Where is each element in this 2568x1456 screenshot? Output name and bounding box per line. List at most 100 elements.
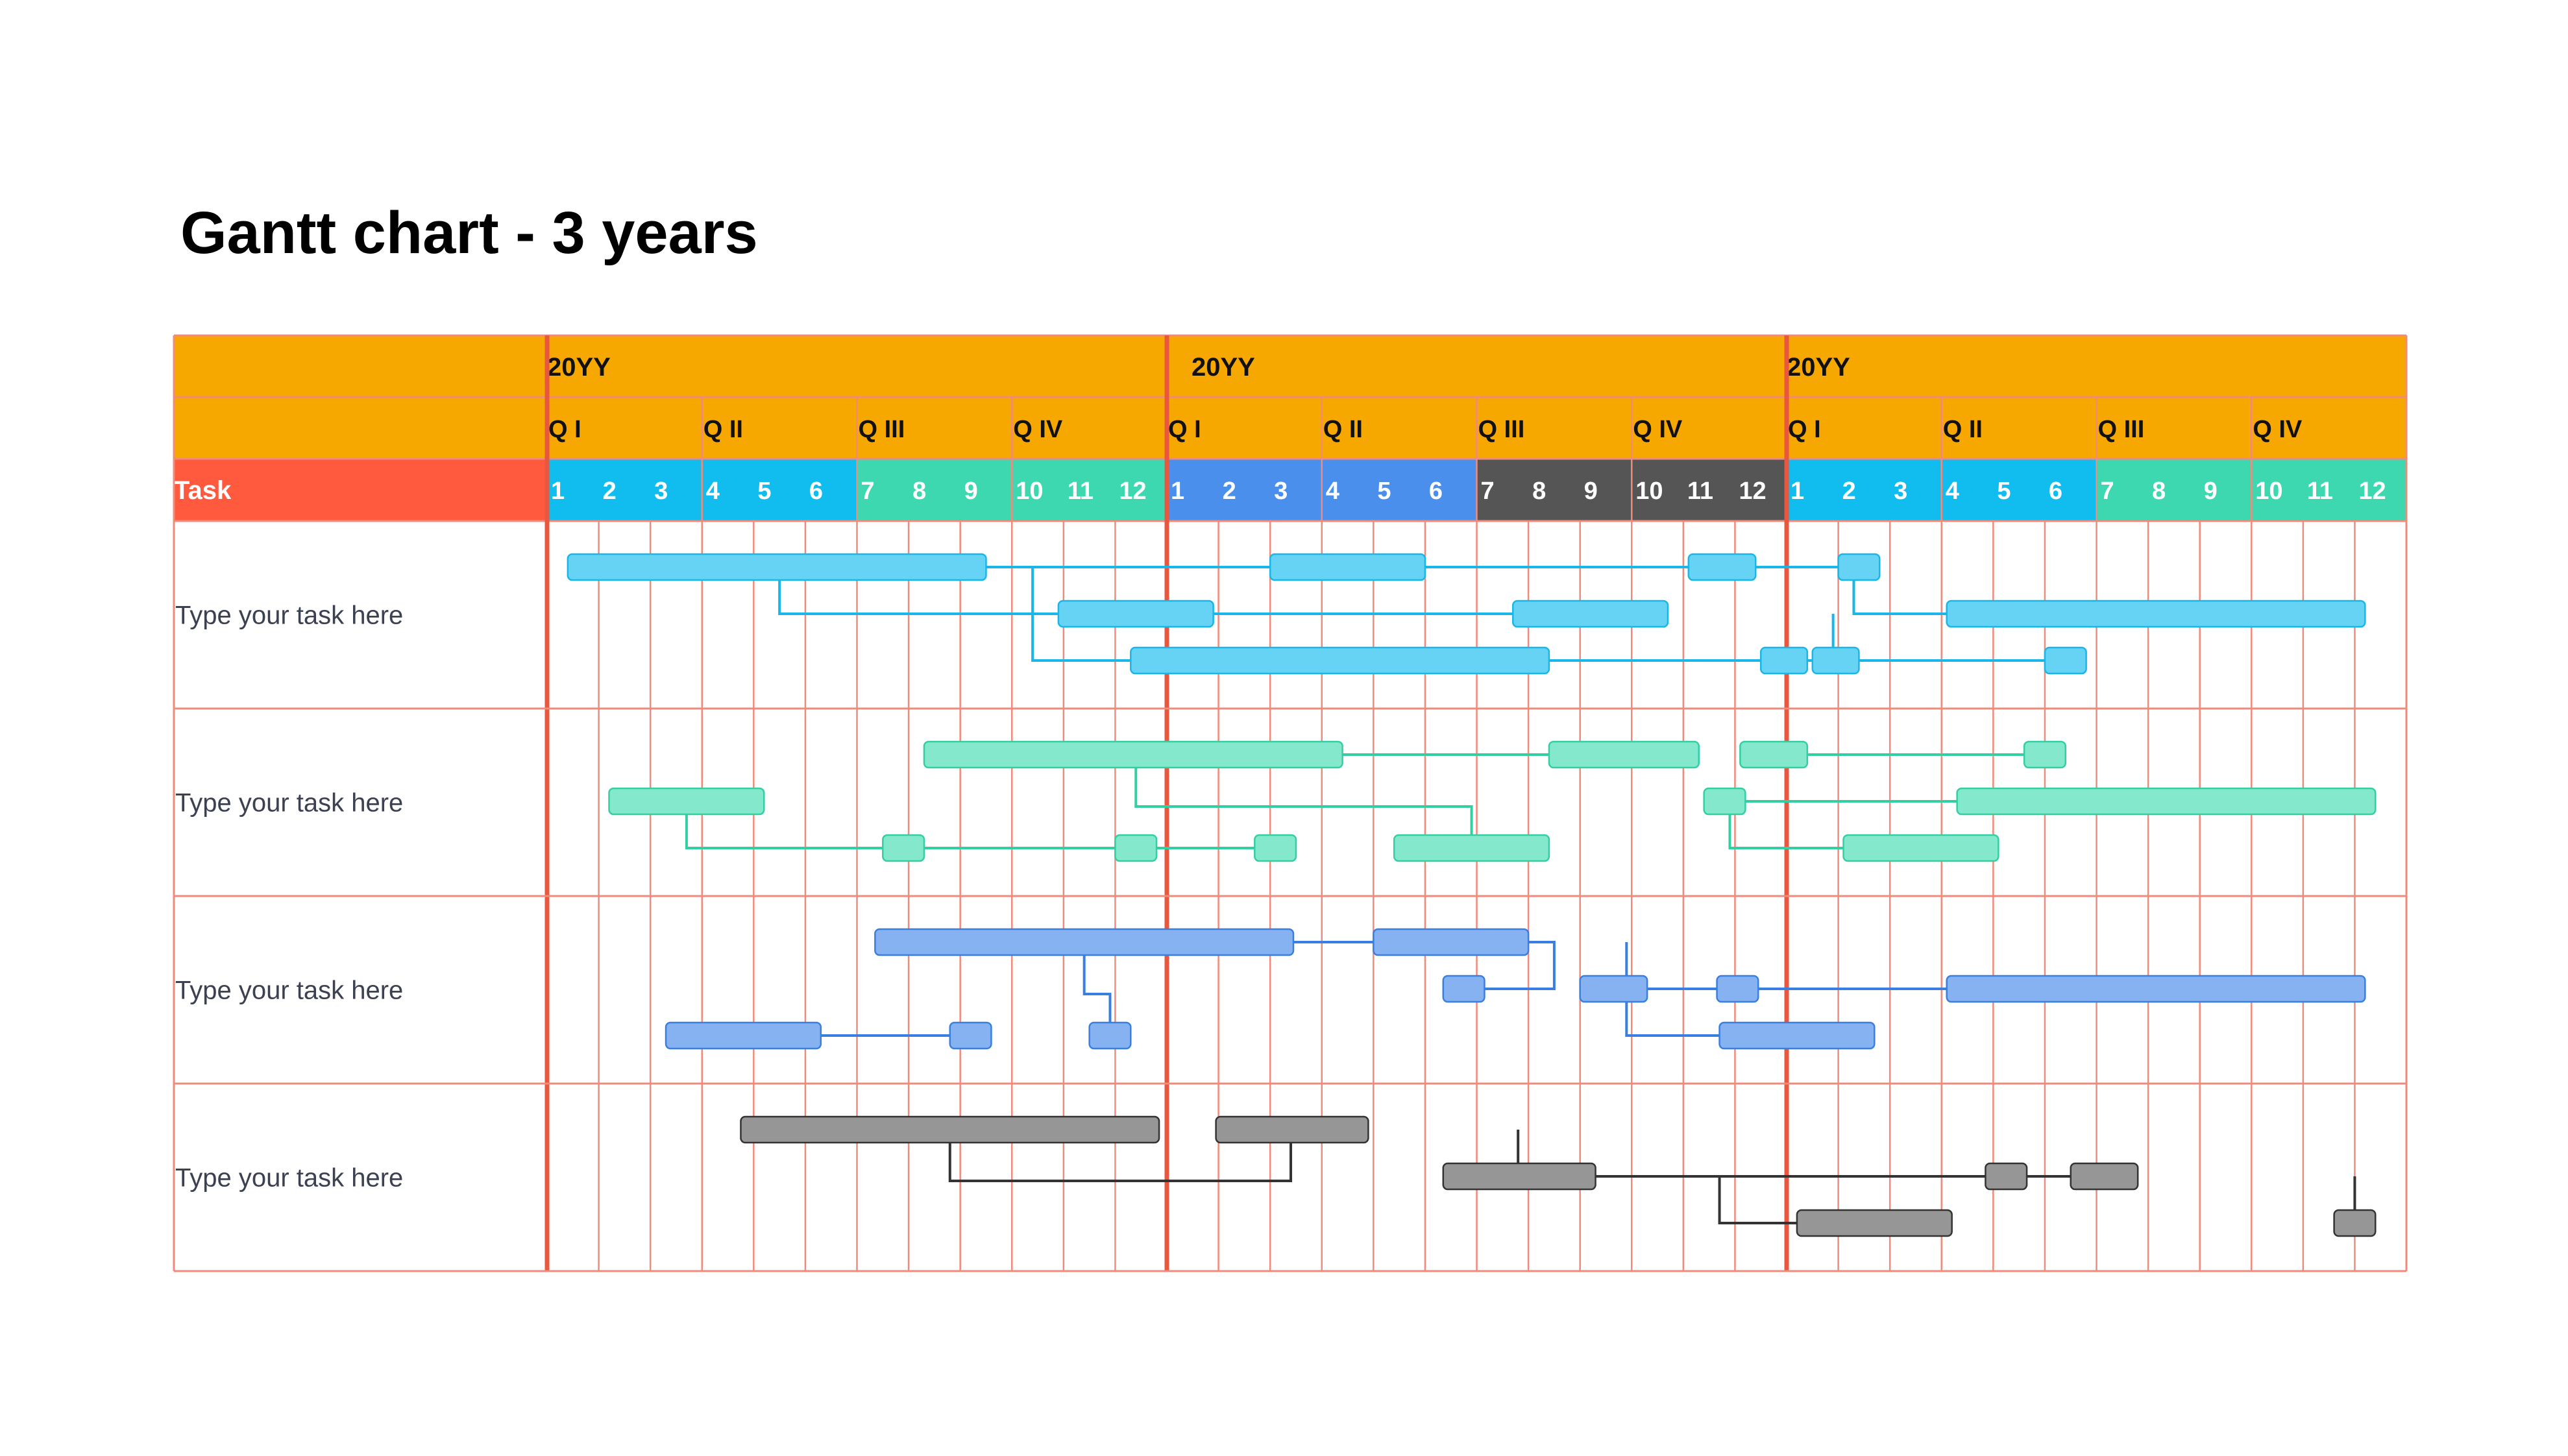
month-label: 5 xyxy=(1377,478,1391,505)
quarter-label: Q I xyxy=(548,416,581,443)
dependency-link xyxy=(1082,955,1112,1023)
month-label: 8 xyxy=(2152,478,2166,505)
task-bar xyxy=(2044,646,2087,675)
task-bar xyxy=(1837,553,1881,581)
task-bar xyxy=(1254,834,1297,862)
month-cell xyxy=(1941,459,1994,521)
month-cell xyxy=(1167,459,1219,521)
month-cell xyxy=(547,459,600,521)
month-label: 2 xyxy=(1223,478,1236,505)
month-label: 6 xyxy=(1429,478,1443,505)
month-label: 4 xyxy=(1946,478,1959,505)
month-cell xyxy=(1580,459,1632,521)
task-labels: Type your task here Type your task here Ty… xyxy=(175,601,403,1193)
month-label: 5 xyxy=(757,478,771,505)
month-cell xyxy=(2303,459,2356,521)
task-header-cell xyxy=(174,459,547,521)
month-label: 3 xyxy=(1894,478,1907,505)
month-label: 5 xyxy=(1997,478,2011,505)
task-bar xyxy=(1088,1021,1132,1050)
quarter-label: Q IV xyxy=(1013,416,1063,443)
month-cell xyxy=(2199,459,2252,521)
task-bar xyxy=(665,1021,822,1050)
task-bar xyxy=(1215,1115,1369,1144)
month-cell xyxy=(2044,459,2097,521)
quarter-label: Q II xyxy=(703,416,743,443)
month-cell xyxy=(1528,459,1581,521)
month-cell xyxy=(1063,459,1116,521)
dependency-links xyxy=(685,566,2356,1224)
month-cell xyxy=(2354,459,2407,521)
dependency-link xyxy=(1625,989,1720,1037)
month-label: 1 xyxy=(551,478,565,505)
dependency-link xyxy=(948,1143,1292,1182)
month-cell xyxy=(2251,459,2304,521)
quarter-label: Q III xyxy=(1478,416,1525,443)
task-bar xyxy=(1579,975,1648,1003)
task-bar xyxy=(1511,600,1669,628)
month-cell xyxy=(1476,459,1529,521)
month-cell xyxy=(753,459,806,521)
task-bar xyxy=(1718,1021,1876,1050)
month-cell xyxy=(1787,459,1839,521)
month-label: 11 xyxy=(1068,478,1094,505)
task-label: Type your task here xyxy=(175,1164,403,1193)
quarter-label: Q III xyxy=(2098,416,2145,443)
task-bar xyxy=(1548,740,1700,769)
month-label: 3 xyxy=(1274,478,1288,505)
month-label: 4 xyxy=(706,478,720,505)
task-bar xyxy=(1811,646,1860,675)
month-cell xyxy=(2148,459,2201,521)
timeline-grid xyxy=(173,334,2408,1272)
month-cell xyxy=(1012,459,1064,521)
task-bar xyxy=(2333,1209,2377,1237)
task-bar xyxy=(1759,646,1809,675)
task-bar xyxy=(1130,646,1550,675)
dependency-link xyxy=(1728,801,1844,849)
task-bar xyxy=(740,1115,1160,1144)
quarter-label: Q II xyxy=(1323,416,1363,443)
quarter-label: Q II xyxy=(1943,416,1983,443)
task-bar xyxy=(1703,787,1746,816)
dependency-link xyxy=(1134,768,1473,835)
month-cell xyxy=(1993,459,2046,521)
task-bar xyxy=(1716,975,1759,1003)
task-bar xyxy=(923,740,1343,769)
task-label: Type your task here xyxy=(175,977,403,1005)
task-bar xyxy=(882,834,925,862)
dependency-link xyxy=(1484,941,1556,990)
task-bars xyxy=(567,553,2377,1237)
year-label: 20YY xyxy=(1192,353,1255,382)
task-header-label: Task xyxy=(174,476,232,505)
dependency-link xyxy=(1852,567,1947,615)
task-bar xyxy=(567,553,987,581)
month-label: 1 xyxy=(1791,478,1804,505)
task-label: Type your task here xyxy=(175,789,403,818)
task-bar xyxy=(2070,1162,2139,1191)
month-cell xyxy=(1321,459,1374,521)
month-label: 3 xyxy=(654,478,668,505)
quarter-label: Q IV xyxy=(1633,416,1683,443)
task-bar xyxy=(1393,834,1550,862)
dependency-link xyxy=(1031,567,1131,662)
task-bar xyxy=(1739,740,1809,769)
quarter-label: Q I xyxy=(1788,416,1821,443)
task-bar xyxy=(1057,600,1214,628)
month-label: 9 xyxy=(964,478,978,505)
task-bar xyxy=(1946,600,2366,628)
month-label: 8 xyxy=(1532,478,1546,505)
task-bar xyxy=(1956,787,2377,816)
task-bar xyxy=(1442,1162,1596,1191)
task-bar xyxy=(949,1021,992,1050)
month-label: 10 xyxy=(1016,478,1043,505)
month-cell xyxy=(702,459,754,521)
dependency-link xyxy=(778,567,1058,615)
month-cell xyxy=(1632,459,1684,521)
month-cell xyxy=(1838,459,1890,521)
task-bar xyxy=(1114,834,1158,862)
month-label: 11 xyxy=(2307,478,2333,505)
month-label: 2 xyxy=(1842,478,1856,505)
task-bar xyxy=(1442,975,1486,1003)
